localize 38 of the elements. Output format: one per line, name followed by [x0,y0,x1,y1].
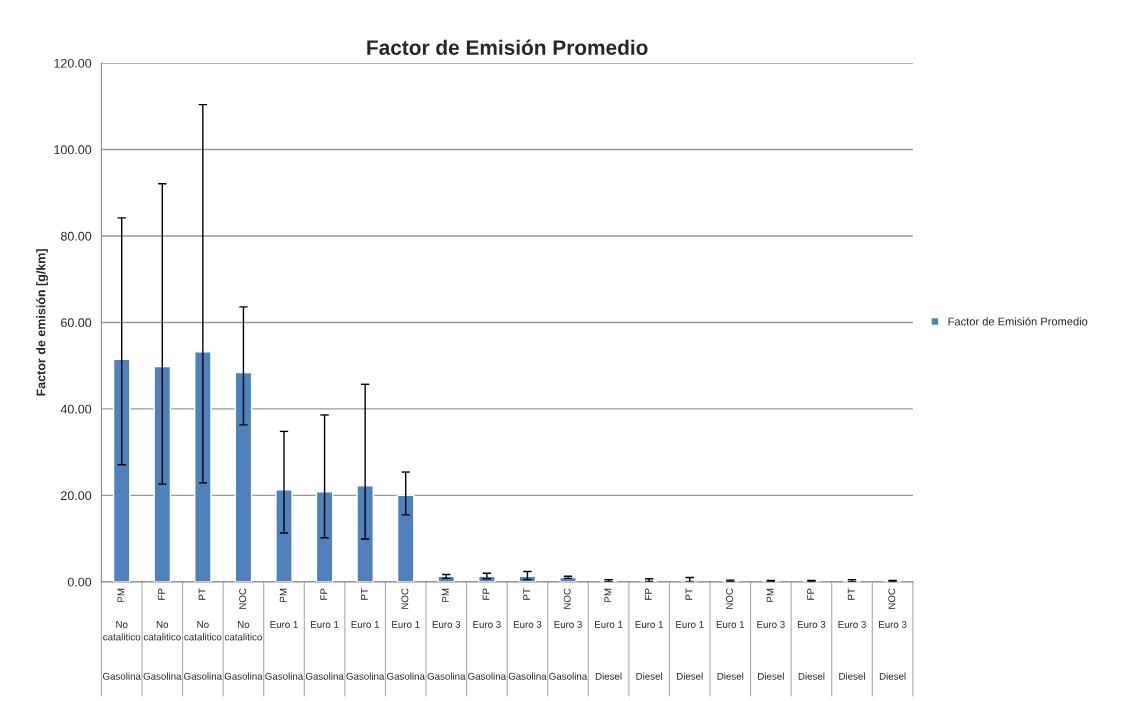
legend-label: Factor de Emisión Promedio [948,317,1088,326]
category-label: FP Euro 1 Gasolina [305,588,344,680]
category-label: PM Euro 1 Diesel [595,588,623,680]
bar [112,358,131,582]
category-label: PT Euro 1 Gasolina [346,588,385,680]
bar [234,371,253,582]
category-label: PM Euro 1 Gasolina [265,588,304,680]
bar [194,351,212,582]
category-label: PT Euro 1 Diesel [676,588,704,680]
category-label: FP No catalitico Gasolina [143,588,182,680]
category-label: FP Euro 3 Gasolina [468,588,507,680]
category-label: PM Euro 3 Diesel [757,588,785,680]
category-label: NOC Euro 1 Gasolina [387,588,425,680]
category-label: PM No catalitico Gasolina [103,588,141,680]
bar [396,494,415,582]
bar [356,485,374,582]
category-label: PM Euro 3 Gasolina [427,588,466,680]
bar [315,491,334,582]
y-tick-label: 100.00 [54,145,92,155]
y-tick-label: 80.00 [60,231,92,241]
category-label: PT Euro 3 Gasolina [508,588,547,680]
y-tick-label: 120.00 [54,58,92,68]
y-axis-title: Factor de emisión [g/km] [36,249,48,396]
y-tick-label: 0.00 [67,577,92,587]
category-label: NOC Euro 3 Diesel [879,588,907,680]
y-tick-label: 40.00 [60,404,92,414]
y-tick-label: 60.00 [61,318,92,328]
category-label: NOC No catalitico Gasolina [224,588,263,680]
category-label: NOC Euro 1 Diesel [716,588,745,680]
category-label: NOC Euro 3 Gasolina [549,588,588,680]
category-label: FP Euro 1 Diesel [635,588,663,680]
category-label: PT No catalitico Gasolina [184,588,223,680]
bar [275,489,293,582]
chart-title: Factor de Emisión Promedio [367,39,648,55]
category-label: FP Euro 3 Diesel [797,588,826,680]
bar [153,365,172,582]
category-label: PT Euro 3 Diesel [838,588,866,680]
y-tick-label: 20.00 [61,491,92,501]
